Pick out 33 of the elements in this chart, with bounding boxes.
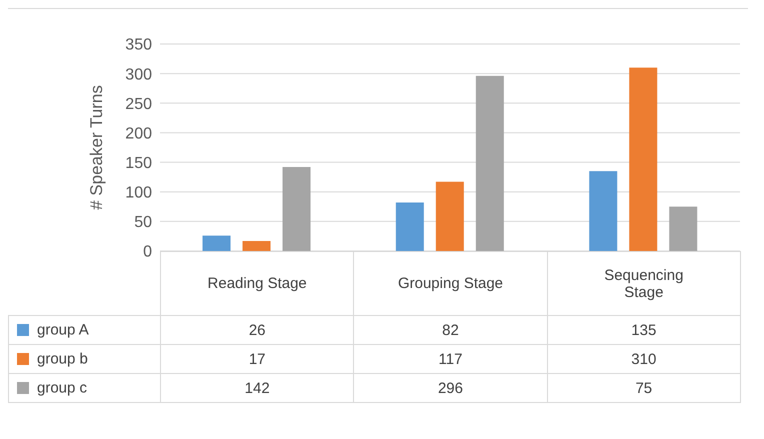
x-tick-label: Grouping Stage [354,252,548,316]
y-tick-label: 250 [125,96,152,113]
data-label: 135 [547,316,740,344]
bar [476,76,504,251]
x-tick-label: Reading Stage [160,252,354,316]
data-label: 26 [160,316,354,344]
x-tick-label: Sequencing Stage [547,252,740,316]
y-tick-label: 100 [125,184,152,202]
y-axis-title: # Speaker Turns [87,85,106,210]
y-tick-label: 300 [125,66,152,84]
data-label: 17 [160,344,354,374]
data-label: 296 [354,374,548,402]
bar [202,236,231,251]
y-tick-label: 350 [125,36,152,54]
y-tick-label: 50 [134,214,152,232]
data-label: 82 [354,316,548,344]
bar [669,206,698,251]
y-tick-label: 0 [143,244,152,261]
y-tick-label: 150 [125,154,152,172]
legend-label: group c [37,380,88,397]
bar [242,240,271,251]
data-label: 75 [547,374,740,402]
bar [589,171,618,251]
bar [629,68,658,251]
legend-label: group A [37,322,89,339]
data-label: 117 [354,344,548,374]
y-tick-label: 200 [125,125,152,142]
bar [282,167,311,251]
legend-label: group b [37,350,88,368]
bar [396,202,424,251]
data-label: 142 [160,374,354,402]
bar [436,182,464,251]
data-label: 310 [547,344,740,374]
